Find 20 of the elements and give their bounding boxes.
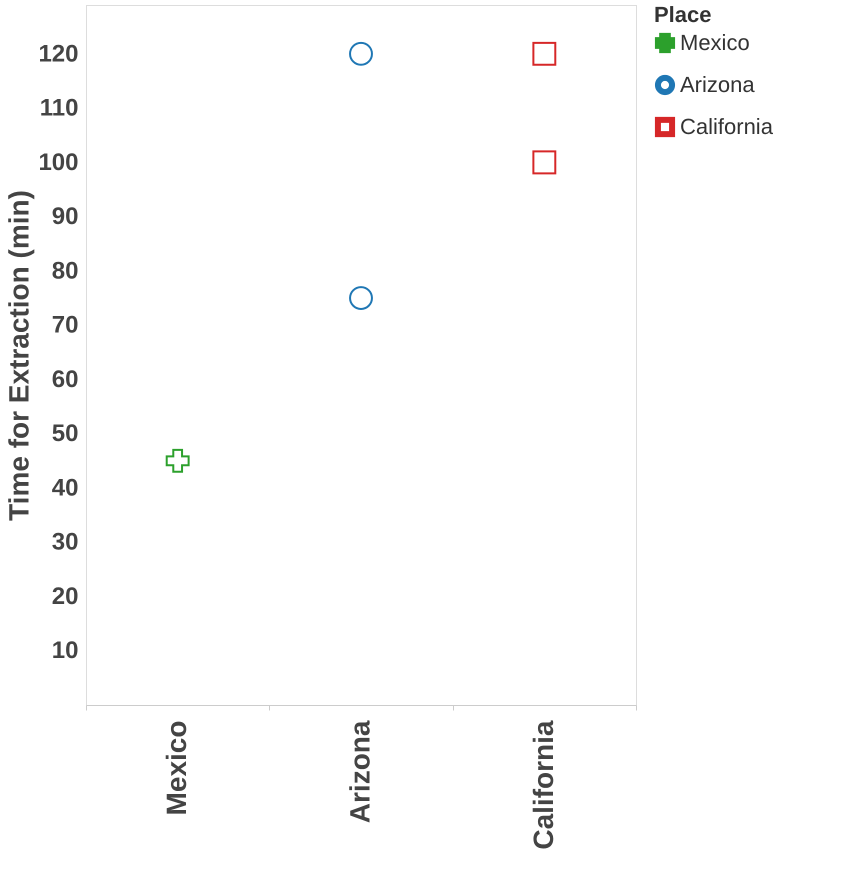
x-tick-label: Mexico xyxy=(161,720,192,816)
legend-label: Arizona xyxy=(680,72,756,97)
y-tick-label: 90 xyxy=(52,203,78,230)
x-tick-label: California xyxy=(528,720,559,850)
legend-title: Place xyxy=(654,2,712,27)
y-tick-label: 30 xyxy=(52,528,78,556)
y-tick-label: 100 xyxy=(38,148,78,176)
legend-label: Mexico xyxy=(680,30,750,55)
y-tick-label: 50 xyxy=(52,420,78,448)
y-tick-label: 60 xyxy=(52,366,78,393)
y-tick-label: 110 xyxy=(40,94,78,122)
legend-label: California xyxy=(680,114,774,139)
y-tick-label: 10 xyxy=(52,637,78,664)
y-tick-label: 80 xyxy=(52,257,78,284)
x-tick-label: Arizona xyxy=(344,720,376,824)
y-tick-label: 120 xyxy=(38,40,78,68)
y-axis-title: Time for Extraction (min) xyxy=(3,190,34,521)
y-tick-label: 40 xyxy=(52,474,78,502)
y-tick-label: 20 xyxy=(52,582,78,610)
y-tick-label: 70 xyxy=(52,312,78,339)
